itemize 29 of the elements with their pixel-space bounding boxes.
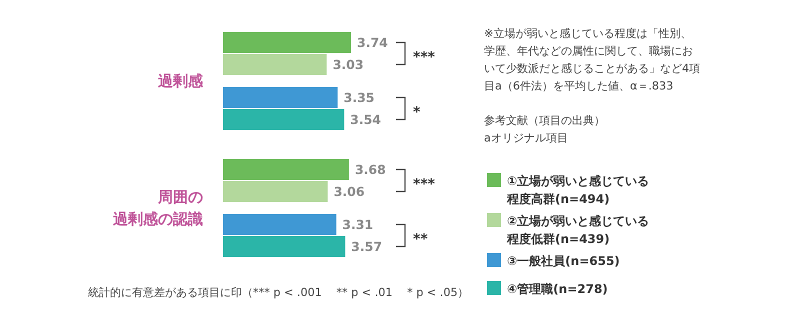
data-label: 3.54 <box>350 112 382 127</box>
bar <box>223 181 328 202</box>
data-label: 3.57 <box>351 239 382 254</box>
text: ** <box>413 232 428 248</box>
bar <box>223 32 351 53</box>
text: *** <box>413 50 436 66</box>
bar <box>223 54 327 75</box>
text: * <box>413 104 421 120</box>
data-label: 3.03 <box>332 57 364 72</box>
text: 統計的に有意差がある項目に印（*** p < .001 ** p < .01 * p < .05） <box>88 286 469 299</box>
y-tick-label: 周囲の過剰感の認識 <box>112 188 203 228</box>
legend-label: ②立場が弱いと感じている程度低群(n=439) <box>506 214 650 246</box>
data-label: 3.31 <box>342 217 374 232</box>
bar <box>223 87 338 108</box>
bar <box>223 236 346 257</box>
data-label: 3.68 <box>354 162 386 177</box>
legend-label: ③一般社員(n=655) <box>507 254 620 268</box>
text: ※立場が弱いと感じている程度は「性別、学歴、年代などの属性に関して、職場において少数派だと感じることがある」など4項目a（6件法）を平均した値、α＝.833 <box>484 27 700 92</box>
bar <box>223 159 349 180</box>
data-label: 3.06 <box>334 184 365 199</box>
y-tick-label: 過剰感 <box>157 72 204 90</box>
data-label: 3.35 <box>344 90 374 105</box>
text: 参考文献（項目の出典）aオリジナル項目 <box>484 114 605 144</box>
bar <box>223 109 344 130</box>
text: *** <box>413 176 436 192</box>
bar <box>223 214 336 235</box>
data-label: 3.74 <box>357 35 388 50</box>
legend-label: ①立場が弱いと感じている程度高群(n=494) <box>506 174 650 206</box>
legend-label: ④管理職(n=278) <box>507 282 608 296</box>
